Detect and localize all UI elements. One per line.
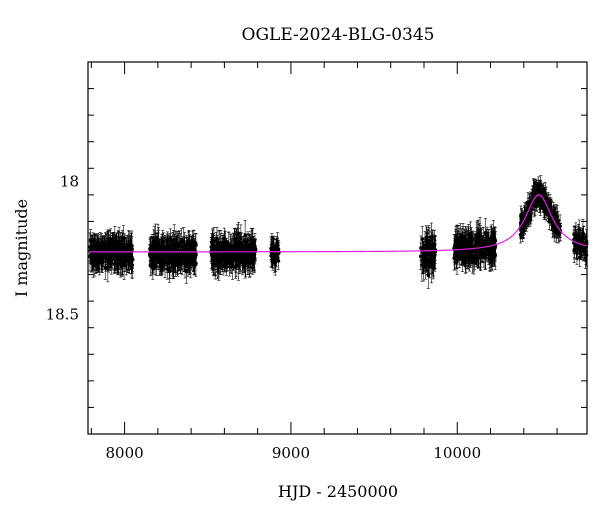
data-marker <box>213 260 218 265</box>
data-marker <box>231 256 236 261</box>
data-marker <box>216 261 221 266</box>
data-marker <box>154 258 159 263</box>
data-marker <box>223 241 227 246</box>
data-marker <box>240 252 244 257</box>
data-marker <box>215 238 219 242</box>
data-marker <box>98 253 103 257</box>
data-point <box>122 244 126 272</box>
data-point <box>115 244 119 269</box>
data-marker <box>187 243 191 248</box>
data-marker <box>425 253 429 257</box>
data-marker <box>421 259 426 264</box>
data-marker <box>188 261 193 266</box>
data-points <box>88 175 589 289</box>
chart-title: OGLE-2024-BLG-0345 <box>242 25 435 45</box>
data-marker <box>128 246 133 251</box>
data-marker <box>108 248 113 252</box>
data-point <box>108 235 113 265</box>
data-marker <box>148 247 152 251</box>
data-marker <box>107 254 111 258</box>
data-marker <box>275 246 280 250</box>
data-point <box>112 234 116 261</box>
data-marker <box>220 258 225 263</box>
data-marker <box>211 245 215 250</box>
data-marker <box>222 236 227 241</box>
data-marker <box>227 244 231 248</box>
data-marker <box>248 261 252 265</box>
data-marker <box>236 231 241 236</box>
data-marker <box>248 243 253 248</box>
data-marker <box>246 253 250 257</box>
data-marker <box>152 244 156 249</box>
data-marker <box>179 257 184 262</box>
data-marker <box>103 266 108 270</box>
data-point <box>91 244 96 270</box>
data-point <box>94 241 99 270</box>
data-point <box>98 246 103 265</box>
data-marker <box>429 235 434 239</box>
data-point <box>126 247 130 270</box>
data-marker <box>124 244 128 249</box>
data-marker <box>112 245 116 250</box>
data-marker <box>126 250 131 255</box>
data-marker <box>175 262 180 266</box>
data-marker <box>176 242 181 247</box>
data-point <box>110 233 115 253</box>
data-marker <box>91 255 96 259</box>
data-marker <box>168 266 172 270</box>
data-marker <box>95 246 99 250</box>
data-marker <box>242 246 247 250</box>
data-marker <box>94 256 99 261</box>
data-marker <box>148 254 153 258</box>
data-marker <box>110 240 115 245</box>
data-marker <box>122 256 126 260</box>
data-marker <box>273 252 277 257</box>
data-marker <box>192 258 196 263</box>
data-marker <box>120 261 124 266</box>
data-marker <box>91 261 95 266</box>
data-marker <box>99 246 104 250</box>
data-marker <box>235 254 239 259</box>
data-marker <box>112 253 117 257</box>
data-point <box>107 244 111 268</box>
data-marker <box>426 273 431 277</box>
data-marker <box>156 242 161 247</box>
data-marker <box>237 247 241 252</box>
data-marker <box>130 263 135 267</box>
data-marker <box>165 253 170 258</box>
data-marker <box>178 254 183 258</box>
data-marker <box>172 243 177 247</box>
data-marker <box>94 253 99 258</box>
data-marker <box>88 238 93 243</box>
data-marker <box>430 246 434 251</box>
plot-area <box>88 175 589 289</box>
data-marker <box>104 247 108 251</box>
data-marker <box>181 240 186 245</box>
data-marker <box>219 243 223 247</box>
data-marker <box>425 260 430 264</box>
data-point <box>94 243 99 274</box>
data-point <box>128 235 133 262</box>
data-marker <box>252 247 256 252</box>
data-marker <box>160 254 164 259</box>
data-point <box>104 232 108 265</box>
data-point <box>120 250 124 277</box>
data-marker <box>429 264 434 269</box>
data-marker <box>191 252 196 257</box>
data-point <box>99 238 104 258</box>
data-marker <box>126 256 130 261</box>
data-marker <box>102 242 106 246</box>
data-marker <box>115 254 119 259</box>
